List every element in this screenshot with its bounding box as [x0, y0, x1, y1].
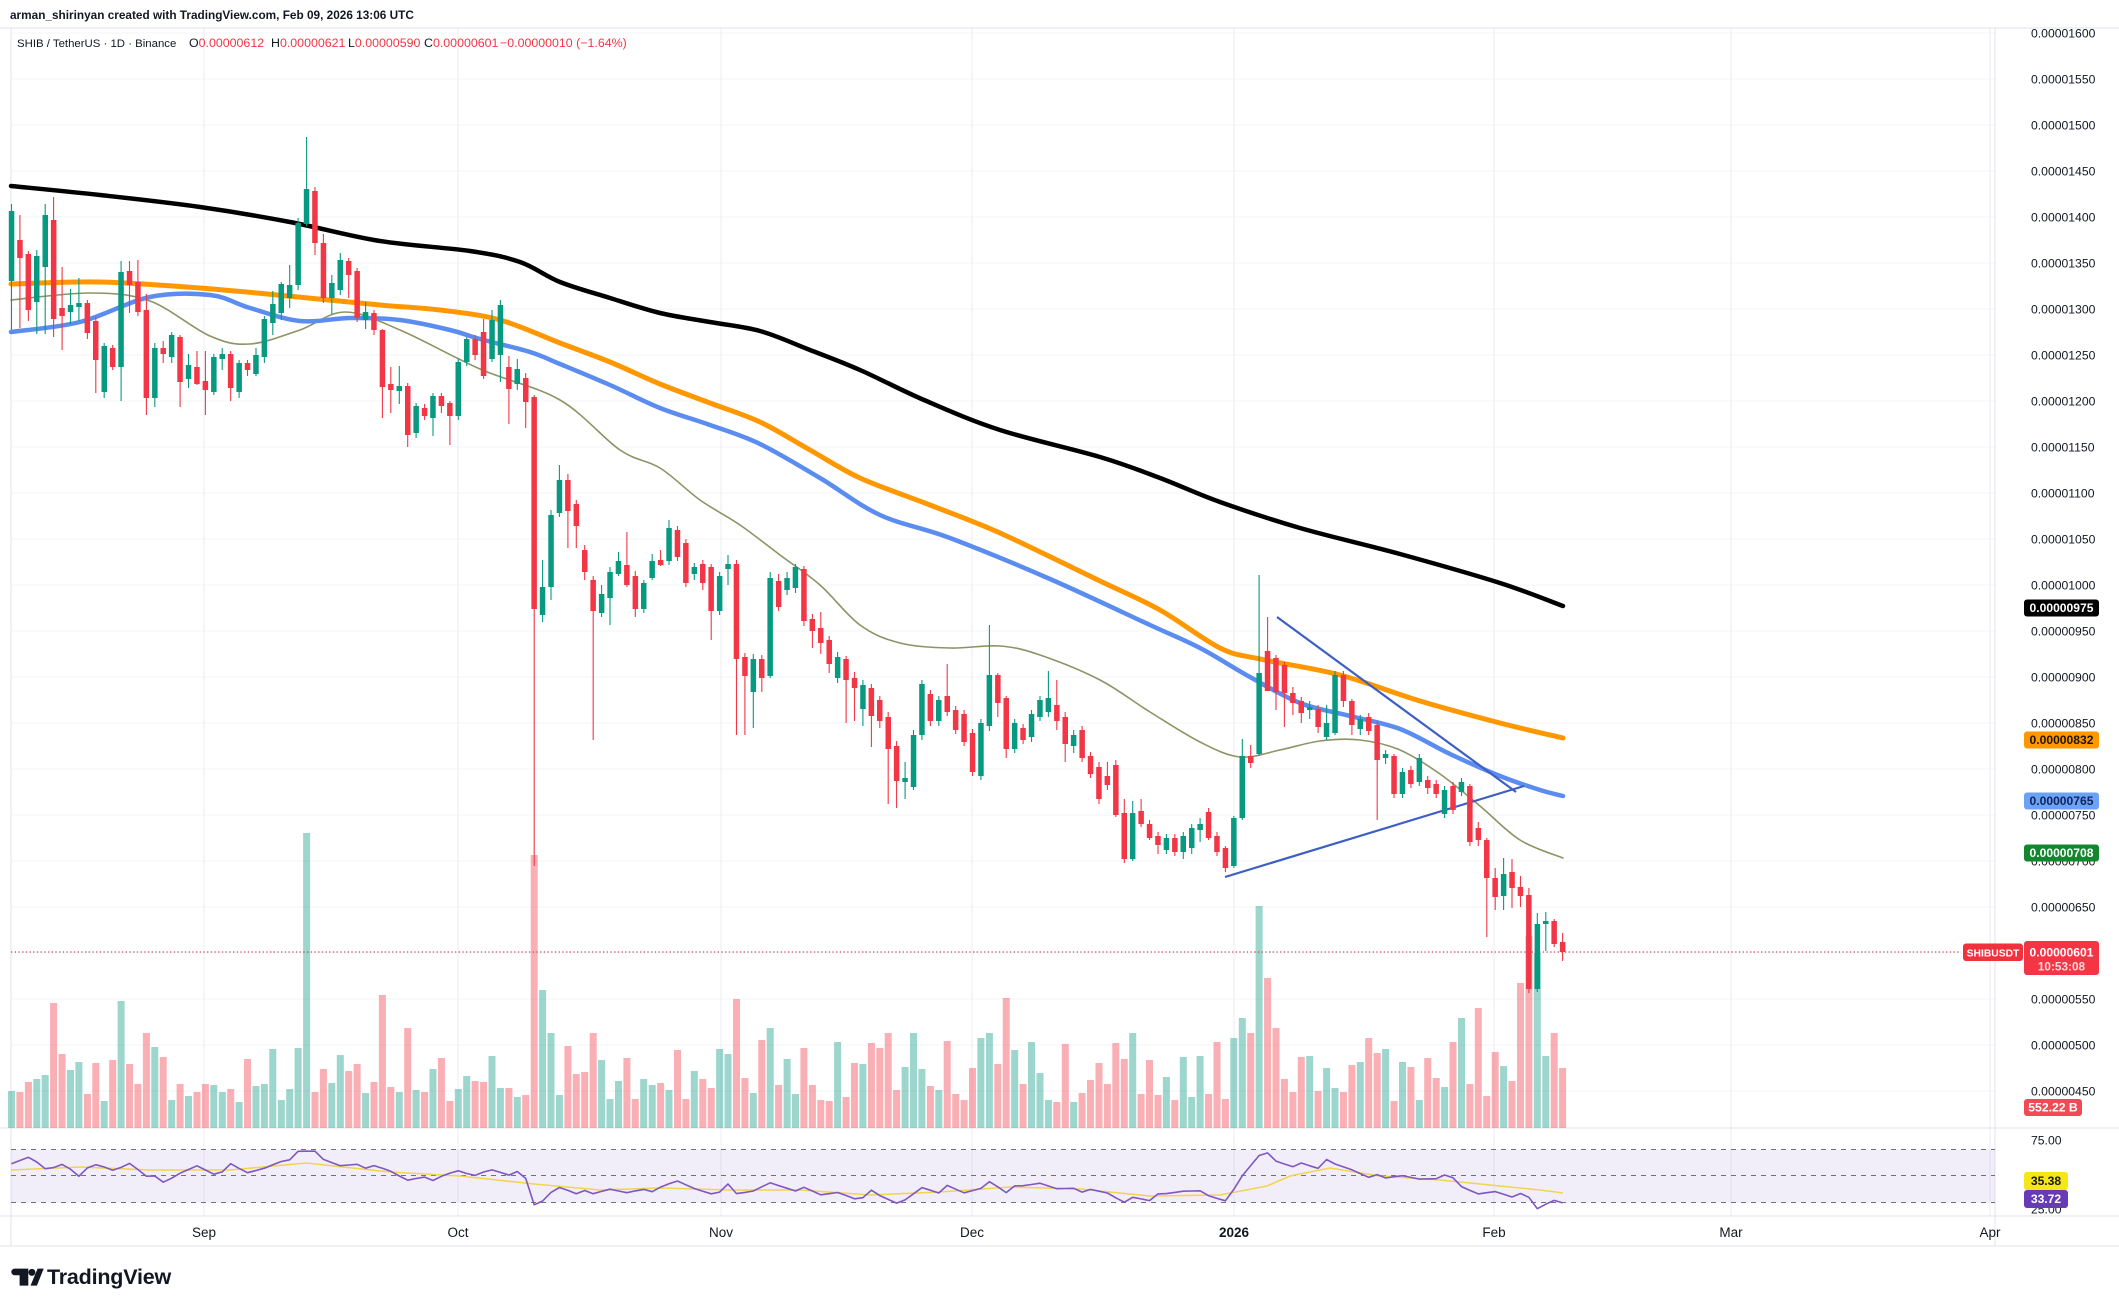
svg-text:Mar: Mar — [1719, 1225, 1743, 1240]
svg-text:0.00000650: 0.00000650 — [2031, 901, 2096, 915]
svg-text:Oct: Oct — [447, 1225, 468, 1240]
svg-text:0.00001150: 0.00001150 — [2031, 441, 2095, 455]
svg-text:10:53:08: 10:53:08 — [2038, 960, 2086, 974]
svg-text:O0.00000612: O0.00000612 — [189, 36, 264, 50]
svg-text:Apr: Apr — [1979, 1225, 2001, 1240]
svg-text:0.00000975: 0.00000975 — [2030, 601, 2094, 615]
svg-text:0.00000800: 0.00000800 — [2031, 763, 2096, 777]
svg-text:0.00001600: 0.00001600 — [2031, 27, 2096, 41]
svg-text:0.00001450: 0.00001450 — [2031, 165, 2096, 179]
svg-text:arman_shirinyan created with T: arman_shirinyan created with TradingView… — [10, 8, 414, 22]
svg-text:0.00000550: 0.00000550 — [2031, 993, 2096, 1007]
svg-text:0.00001400: 0.00001400 — [2031, 211, 2096, 225]
svg-text:0.00001300: 0.00001300 — [2031, 303, 2096, 317]
svg-text:Dec: Dec — [960, 1225, 984, 1240]
svg-text:0.00000850: 0.00000850 — [2031, 717, 2096, 731]
svg-text:−0.00000010 (−1.64%): −0.00000010 (−1.64%) — [500, 36, 627, 50]
svg-text:Nov: Nov — [709, 1225, 733, 1240]
svg-text:0.00001000: 0.00001000 — [2031, 579, 2096, 593]
svg-text:0.00000750: 0.00000750 — [2031, 809, 2096, 823]
svg-text:0.00000900: 0.00000900 — [2031, 671, 2096, 685]
svg-text:0.00001100: 0.00001100 — [2031, 487, 2095, 501]
svg-text:0.00000450: 0.00000450 — [2031, 1085, 2096, 1099]
svg-text:0.00001200: 0.00001200 — [2031, 395, 2096, 409]
svg-text:0.00000500: 0.00000500 — [2031, 1039, 2096, 1053]
svg-text:0.00000832: 0.00000832 — [2030, 733, 2094, 747]
svg-text:0.00000765: 0.00000765 — [2030, 794, 2094, 808]
svg-text:552.22 B: 552.22 B — [2028, 1101, 2078, 1115]
svg-text:0.00001050: 0.00001050 — [2031, 533, 2096, 547]
svg-text:0.00001350: 0.00001350 — [2031, 257, 2096, 271]
svg-text:SHIB / TetherUS · 1D · Binance: SHIB / TetherUS · 1D · Binance — [17, 38, 176, 50]
svg-text:0.00001250: 0.00001250 — [2031, 349, 2096, 363]
svg-text:0.00000708: 0.00000708 — [2030, 846, 2094, 860]
svg-text:2026: 2026 — [1219, 1225, 1250, 1240]
svg-text:0.00000601: 0.00000601 — [2030, 946, 2094, 960]
svg-text:0.00000950: 0.00000950 — [2031, 625, 2096, 639]
svg-text:C0.00000601: C0.00000601 — [424, 36, 499, 50]
svg-text:35.38: 35.38 — [2031, 1174, 2062, 1188]
svg-text:SHIBUSDT: SHIBUSDT — [1967, 948, 2020, 959]
svg-text:TradingView: TradingView — [47, 1265, 172, 1289]
svg-text:0.00001500: 0.00001500 — [2031, 119, 2096, 133]
svg-text:L0.00000590: L0.00000590 — [348, 36, 420, 50]
svg-text:H0.00000621: H0.00000621 — [271, 36, 346, 50]
svg-text:0.00001550: 0.00001550 — [2031, 73, 2096, 87]
svg-text:Feb: Feb — [1482, 1225, 1505, 1240]
svg-text:Sep: Sep — [192, 1225, 216, 1240]
svg-text:33.72: 33.72 — [2031, 1192, 2062, 1206]
svg-text:75.00: 75.00 — [2031, 1134, 2062, 1148]
